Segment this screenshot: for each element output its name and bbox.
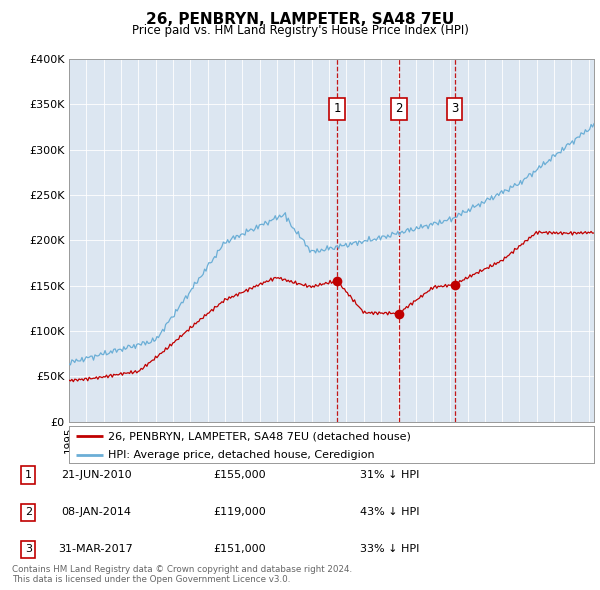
Text: 08-JAN-2014: 08-JAN-2014: [61, 507, 131, 517]
Text: £119,000: £119,000: [214, 507, 266, 517]
Text: Contains HM Land Registry data © Crown copyright and database right 2024.
This d: Contains HM Land Registry data © Crown c…: [12, 565, 352, 584]
Text: 2: 2: [25, 507, 32, 517]
Text: 2: 2: [395, 103, 403, 116]
Text: 43% ↓ HPI: 43% ↓ HPI: [360, 507, 419, 517]
Text: £151,000: £151,000: [214, 545, 266, 554]
Text: HPI: Average price, detached house, Ceredigion: HPI: Average price, detached house, Cere…: [109, 450, 375, 460]
Text: 21-JUN-2010: 21-JUN-2010: [61, 470, 131, 480]
Text: 33% ↓ HPI: 33% ↓ HPI: [360, 545, 419, 554]
Text: 31% ↓ HPI: 31% ↓ HPI: [360, 470, 419, 480]
Text: Price paid vs. HM Land Registry's House Price Index (HPI): Price paid vs. HM Land Registry's House …: [131, 24, 469, 37]
Text: 3: 3: [25, 545, 32, 554]
Text: 31-MAR-2017: 31-MAR-2017: [59, 545, 133, 554]
Text: 1: 1: [25, 470, 32, 480]
Text: 26, PENBRYN, LAMPETER, SA48 7EU: 26, PENBRYN, LAMPETER, SA48 7EU: [146, 12, 454, 27]
Text: 3: 3: [451, 103, 458, 116]
Text: 1: 1: [333, 103, 341, 116]
Text: 26, PENBRYN, LAMPETER, SA48 7EU (detached house): 26, PENBRYN, LAMPETER, SA48 7EU (detache…: [109, 431, 411, 441]
Text: £155,000: £155,000: [214, 470, 266, 480]
